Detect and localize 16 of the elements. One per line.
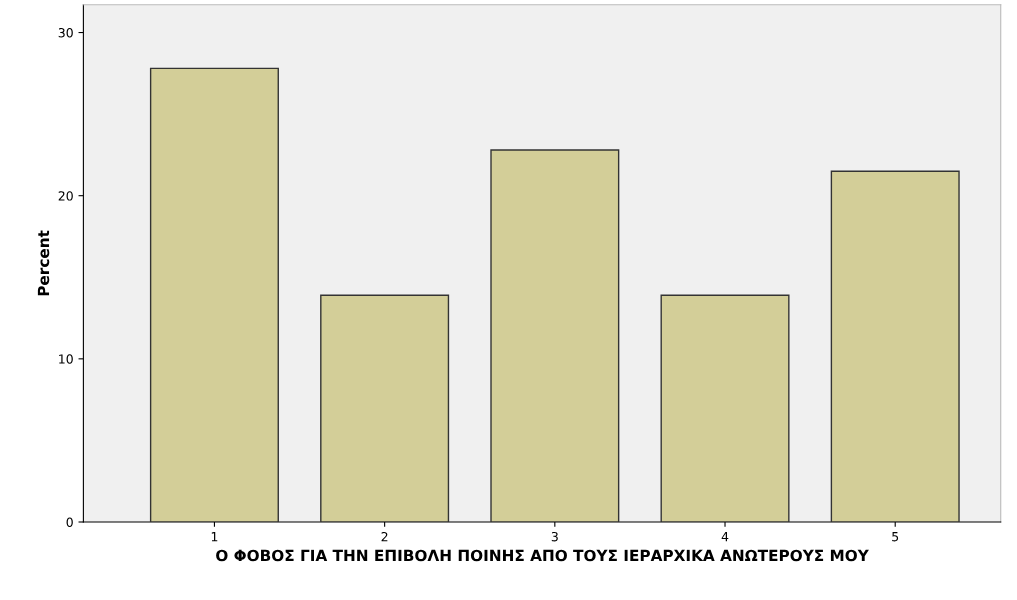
x-axis-title: Ο ΦΟΒΟΣ ΓΙΑ ΤΗΝ ΕΠΙΒΟΛΗ ΠΟΙΝΗΣ ΑΠΟ ΤΟΥΣ ΙΕΡΑΡΧΙΚΑ ΑΝΩΤΕΡΟΥΣ ΜΟΥ [216, 549, 869, 562]
y-tick-label: 20 [58, 191, 73, 201]
bar [490, 149, 620, 522]
y-tick-label: 30 [58, 28, 73, 38]
bar [149, 67, 279, 522]
x-tick-label: 4 [721, 532, 729, 542]
y-tick-label: 10 [59, 354, 73, 364]
bar [320, 294, 450, 522]
x-tick-label: 1 [211, 532, 218, 542]
x-tick-label: 3 [551, 531, 558, 542]
bar [660, 294, 790, 522]
x-tick-label: 5 [892, 532, 899, 542]
bar [830, 170, 960, 522]
x-tick-label: 2 [381, 531, 388, 542]
y-axis-title: Percent [37, 230, 50, 296]
y-tick-label: 0 [66, 517, 73, 527]
